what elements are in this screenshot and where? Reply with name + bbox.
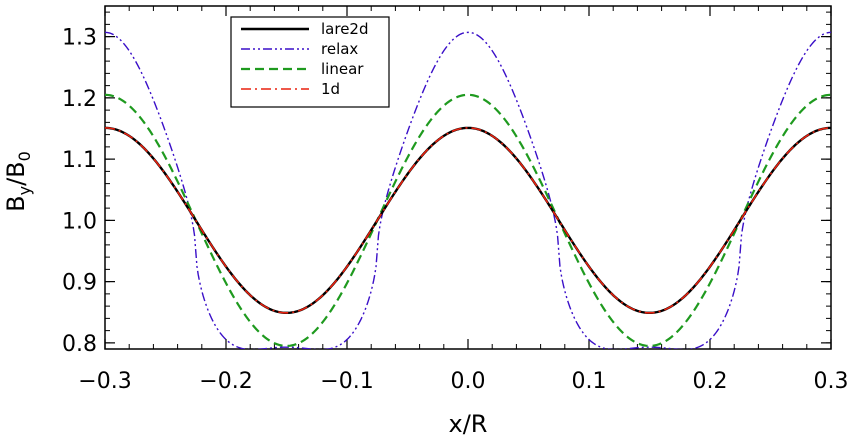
legend-box [230,16,390,108]
y-axis-title-mid: /B [2,161,30,186]
y-axis-title-base: B [2,195,30,211]
x-tick-label: −0.1 [320,369,373,394]
y-tick-label: 1.1 [62,148,97,173]
legend-label-1d: 1d [321,80,340,98]
legend-label-lare2d: lare2d [321,20,369,38]
x-tick-label: 0.0 [451,369,486,394]
series-layer [105,31,831,349]
y-axis-title-subscript-y: y [15,186,34,195]
legend-label-linear: linear [321,60,364,78]
y-tick-label: 1.2 [62,87,97,112]
plot-area-frame [104,5,832,350]
y-tick-label: 1.3 [62,26,97,51]
y-axis-title-subscript-0: 0 [15,151,34,161]
y-tick-label: 1.0 [62,209,97,234]
x-tick-label: −0.2 [199,369,252,394]
series-line-lare2d [105,126,831,315]
axis-ticks [104,6,832,349]
legend-label-relax: relax [321,40,358,58]
x-tick-label: 0.3 [814,369,849,394]
y-tick-label: 0.9 [62,271,97,296]
tick-labels: −0.3 −0.2 −0.1 0.0 0.1 0.2 0.3 0.8 0.9 1.0 1.1 1.2 1… [62,26,849,394]
x-tick-label: 0.2 [693,369,728,394]
series-line-relax [105,31,831,349]
series-line-1d [105,127,831,314]
legend: lare2d relax linear 1d [230,16,390,108]
x-tick-label: 0.1 [572,369,607,394]
x-axis-title: x/R [449,410,488,438]
y-axis-title: By/B0 [2,151,34,212]
series-line-linear [105,93,831,348]
y-tick-label: 0.8 [62,332,97,357]
x-tick-label: −0.3 [78,369,131,394]
